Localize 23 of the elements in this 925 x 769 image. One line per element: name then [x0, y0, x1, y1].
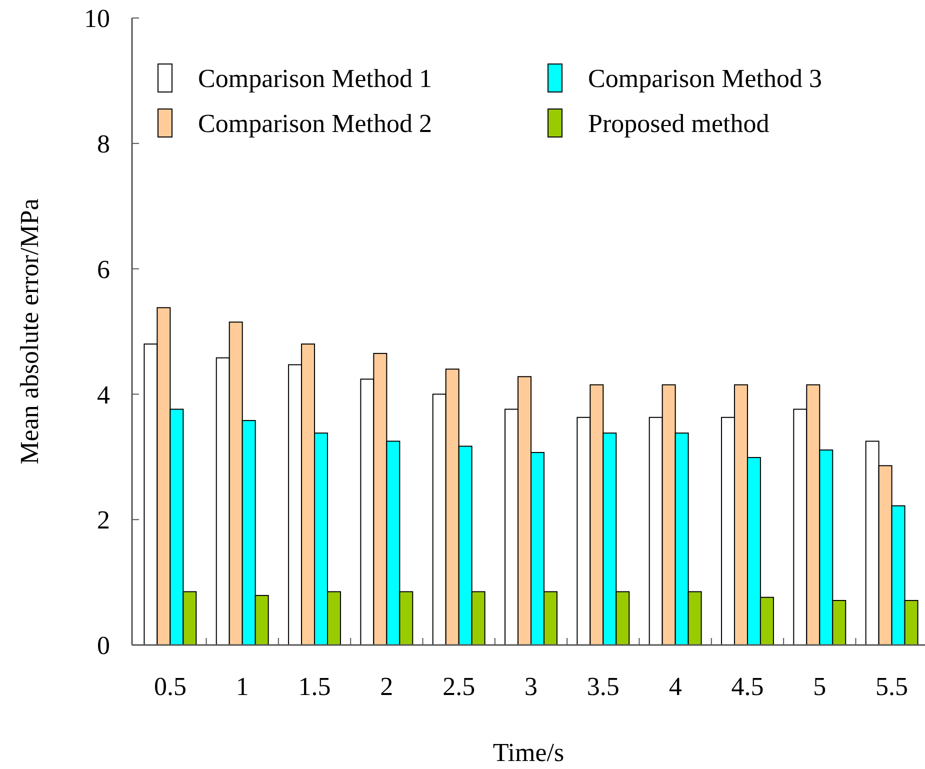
x-tick-label: 2.5 [442, 672, 476, 701]
x-tick-label: 3 [524, 672, 538, 701]
x-tick-label: 4.5 [731, 672, 764, 701]
x-axis-title: Time/s [492, 738, 564, 767]
y-axis-title: Mean absolute error/MPa [15, 198, 44, 464]
x-tick-label: 5.5 [876, 672, 908, 701]
x-tick-label: 4 [668, 672, 682, 701]
y-tick-label: 2 [97, 506, 110, 535]
x-tick-label: 5 [813, 672, 826, 701]
y-tick-label: 8 [97, 130, 110, 158]
y-tick-label: 0 [97, 631, 110, 660]
x-tick-label: 2 [380, 672, 394, 701]
legend-label: Comparison Method 2 [198, 109, 432, 138]
x-tick-label: 0.5 [154, 672, 186, 701]
x-tick-label: 1 [236, 672, 249, 701]
y-tick-label: 6 [97, 254, 110, 284]
x-tick-label: 3.5 [586, 672, 620, 701]
y-tick-label: 4 [97, 380, 110, 410]
legend-label: Comparison Method 3 [588, 64, 822, 94]
x-tick-label: 1.5 [298, 672, 331, 701]
y-tick-label: 10 [84, 4, 110, 34]
legend-label: Comparison Method 1 [198, 64, 432, 94]
legend-label: Proposed method [588, 109, 770, 138]
